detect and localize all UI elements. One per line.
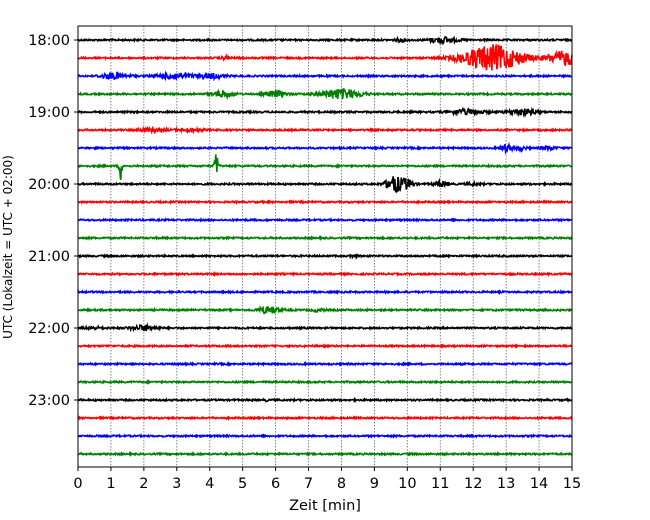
trace-23: [77, 450, 573, 458]
trace-3: [77, 88, 573, 101]
x-tick-label: 7: [304, 476, 313, 492]
trace-11: [77, 234, 573, 242]
x-tick-label: 0: [73, 476, 82, 492]
trace-14: [77, 288, 573, 296]
trace-21: [77, 414, 573, 421]
y-tick-label: 22:00: [28, 321, 70, 337]
x-tick-label: 15: [563, 476, 581, 492]
trace-20: [77, 396, 573, 404]
x-ticks: 0 1 2 3 4 5 6 7 8 9 10 11 12 13 14 15: [73, 467, 581, 492]
x-tick-label: 2: [139, 476, 148, 492]
x-tick-label: 11: [431, 476, 449, 492]
trace-1: [77, 44, 573, 71]
trace-5: [77, 125, 573, 135]
x-tick-label: 4: [205, 476, 214, 492]
trace-10: [77, 216, 573, 223]
trace-18: [77, 361, 573, 368]
x-axis-label: Zeit [min]: [289, 498, 361, 514]
trace-7: [77, 154, 573, 181]
trace-8: [77, 176, 573, 194]
y-tick-label: 18:00: [28, 33, 70, 49]
trace-9: [77, 198, 573, 206]
trace-12: [77, 253, 573, 260]
x-tick-label: 1: [106, 476, 115, 492]
y-tick-label: 23:00: [28, 393, 70, 409]
traces: [77, 35, 573, 458]
x-tick-label: 6: [271, 476, 280, 492]
trace-2: [77, 70, 573, 82]
y-tick-label: 20:00: [28, 177, 70, 193]
x-tick-label: 14: [530, 476, 548, 492]
trace-15: [78, 304, 573, 315]
plot-frame: [77, 25, 573, 468]
trace-17: [77, 343, 573, 350]
grid: [110, 26, 540, 467]
trace-4: [77, 106, 573, 118]
trace-0: [77, 35, 573, 46]
y-axis-label: UTC (Lokalzeit = UTC + 02:00): [1, 155, 15, 339]
x-tick-label: 9: [370, 476, 379, 492]
x-tick-label: 8: [337, 476, 346, 492]
trace-6: [77, 141, 573, 155]
x-tick-label: 12: [464, 476, 482, 492]
trace-13: [77, 270, 573, 278]
x-tick-label: 13: [497, 476, 515, 492]
x-tick-label: 10: [398, 476, 416, 492]
trace-22: [77, 432, 573, 439]
trace-19: [77, 378, 573, 386]
trace-16: [77, 322, 573, 333]
x-tick-label: 3: [172, 476, 181, 492]
y-tick-label: 21:00: [28, 249, 70, 265]
x-tick-label: 5: [238, 476, 247, 492]
y-ticks: 18:00 19:00 20:00 21:00 22:00 23:00: [28, 33, 78, 409]
y-tick-label: 19:00: [28, 105, 70, 121]
